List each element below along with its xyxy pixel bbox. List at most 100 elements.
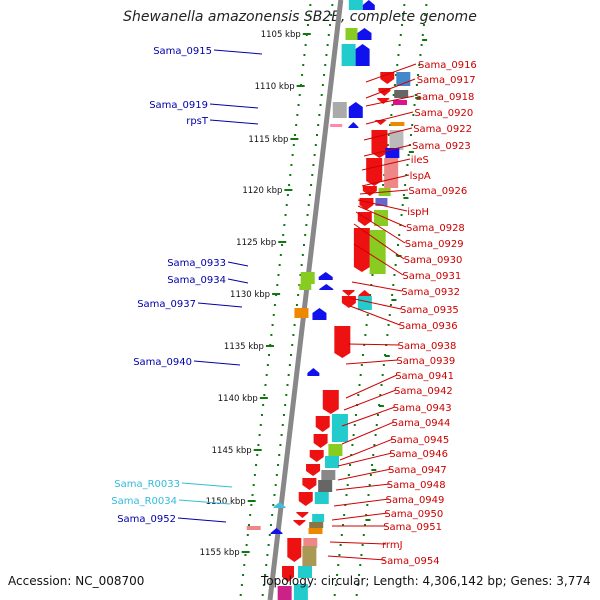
gene-feature (307, 368, 320, 376)
gene-feature (377, 98, 390, 104)
gene-label-right: Sama_0954 (381, 556, 440, 567)
gene-feature (309, 522, 324, 528)
leader-line (331, 512, 389, 521)
leader-line (339, 438, 394, 461)
gene-feature (246, 526, 261, 530)
gene-label-right: Sama_0923 (412, 141, 471, 152)
gene-label-right: ispH (407, 207, 429, 218)
gene-label-right: Sama_0939 (396, 356, 455, 367)
leader-line (327, 555, 386, 561)
gene-label-right: Sama_0922 (413, 124, 472, 135)
gene-feature (322, 390, 339, 414)
gene-label-right: Sama_0928 (406, 223, 465, 234)
kbp-label: 1125 kbp (236, 238, 276, 248)
gene-feature (306, 464, 321, 476)
kbp-label: 1145 kbp (212, 446, 252, 456)
gene-label-left: Sama_0940 (133, 357, 192, 368)
gene-label-right: Sama_0949 (386, 495, 445, 506)
gene-label-right: Sama_0920 (414, 108, 473, 119)
gene-label-left: Sama_0934 (167, 275, 226, 286)
kbp-label: 1105 kbp (261, 30, 301, 40)
gene-feature (319, 284, 334, 290)
gene-feature (318, 480, 333, 492)
gene-feature (298, 566, 313, 578)
leader-line (341, 406, 396, 427)
gene-feature (314, 492, 329, 504)
leader-line (347, 343, 400, 346)
leader-line (365, 78, 416, 99)
gene-feature (298, 492, 313, 506)
gene-label-right: Sama_0942 (394, 386, 453, 397)
gene-label-right: Sama_0950 (384, 509, 443, 520)
leader-line (193, 360, 241, 366)
leader-line (361, 158, 411, 171)
leader-line (357, 199, 408, 212)
map-title: Shewanella amazonensis SB2B, complete ge… (123, 9, 477, 25)
genome-backbone (267, 0, 344, 600)
gene-label-left: Sama_0919 (149, 100, 208, 111)
gene-feature (393, 100, 407, 105)
gene-label-right: Sama_0918 (416, 92, 475, 103)
kbp-label: 1150 kbp (206, 497, 246, 507)
kbp-label: 1110 kbp (255, 82, 295, 92)
leader-line (349, 297, 402, 310)
gene-label-right: Sama_0951 (383, 522, 442, 533)
gene-feature (357, 296, 372, 310)
gene-label-left: Sama_R0034 (111, 496, 177, 507)
gene-feature (357, 28, 372, 40)
gene-label-right: Sama_0936 (399, 321, 458, 332)
gene-feature (282, 566, 295, 582)
gene-feature (348, 102, 363, 118)
gene-label-right: Sama_0945 (390, 435, 449, 446)
gene-feature (332, 102, 347, 118)
gene-label-right: Sama_0932 (401, 287, 460, 298)
leader-line (181, 482, 233, 488)
gene-feature (312, 514, 325, 522)
leader-line (337, 452, 393, 467)
gene-feature (303, 538, 318, 548)
gene-feature (348, 122, 359, 128)
gene-feature (293, 520, 306, 526)
gene-label-right: Sama_0916 (418, 60, 477, 71)
leader-line (351, 281, 403, 292)
gene-feature (362, 186, 377, 196)
gene-feature (287, 538, 302, 562)
gene-label-right: ileS (411, 155, 429, 166)
gene-label-right: Sama_0938 (398, 341, 457, 352)
leader-line (357, 205, 407, 228)
gene-label-right: Sama_0926 (408, 186, 467, 197)
gene-feature (389, 130, 404, 150)
gene-label-right: Sama_0941 (395, 371, 454, 382)
gene-feature (318, 272, 333, 280)
leader-line (363, 127, 413, 141)
gene-feature (312, 308, 327, 320)
kbp-label: 1130 kbp (230, 290, 270, 300)
leader-line (365, 63, 417, 83)
gene-label-right: Sama_0944 (392, 418, 451, 429)
gene-feature (359, 198, 374, 210)
gene-feature (345, 28, 358, 40)
gene-feature (380, 72, 395, 84)
leader-line (341, 421, 395, 445)
gene-label-left: rpsT (186, 116, 209, 127)
gene-feature (342, 290, 355, 296)
leader-line (349, 305, 401, 326)
leader-line (178, 499, 231, 505)
leader-line (343, 389, 397, 411)
gene-label-right: Sama_0917 (417, 75, 476, 86)
gene-label-left: Sama_R0033 (114, 479, 180, 490)
gene-label-right: Sama_0943 (393, 403, 452, 414)
gene-feature (309, 450, 324, 462)
leader-line (227, 261, 249, 267)
gene-feature (270, 528, 283, 534)
topology-text: Topology: circular; Length: 4,306,142 bp… (261, 574, 591, 588)
leader-line (177, 517, 227, 523)
leader-line (227, 278, 249, 284)
gene-feature (293, 584, 308, 600)
leader-line (213, 49, 263, 55)
gene-label-right: Sama_0935 (400, 305, 459, 316)
gene-label-right: Sama_0947 (388, 465, 447, 476)
kbp-label: 1115 kbp (248, 135, 288, 145)
leader-line (335, 483, 391, 491)
